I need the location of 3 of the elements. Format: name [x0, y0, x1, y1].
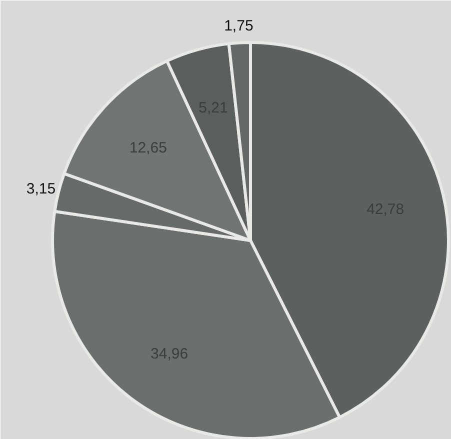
data-label: 12,65 [129, 140, 167, 157]
data-label: 3,15 [26, 180, 56, 198]
data-label: 1,75 [224, 17, 254, 34]
